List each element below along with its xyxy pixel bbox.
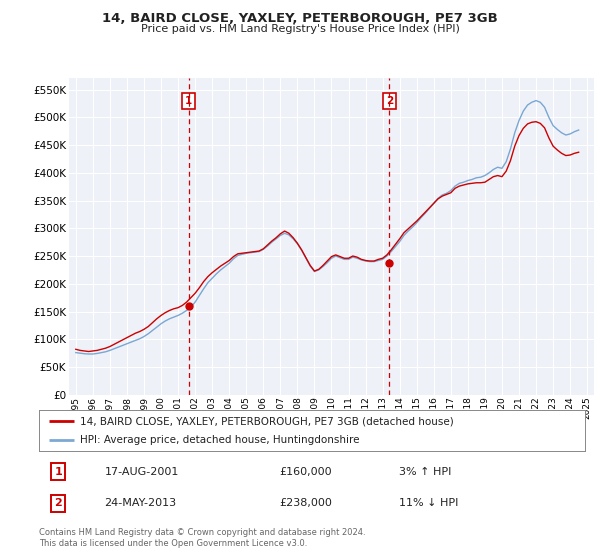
Text: 2: 2	[54, 498, 62, 508]
Text: 11% ↓ HPI: 11% ↓ HPI	[400, 498, 459, 508]
Text: Contains HM Land Registry data © Crown copyright and database right 2024.
This d: Contains HM Land Registry data © Crown c…	[39, 528, 365, 548]
Text: 14, BAIRD CLOSE, YAXLEY, PETERBOROUGH, PE7 3GB: 14, BAIRD CLOSE, YAXLEY, PETERBOROUGH, P…	[102, 12, 498, 25]
Text: Price paid vs. HM Land Registry's House Price Index (HPI): Price paid vs. HM Land Registry's House …	[140, 24, 460, 34]
Text: £238,000: £238,000	[279, 498, 332, 508]
Text: 3% ↑ HPI: 3% ↑ HPI	[400, 466, 452, 477]
Text: 24-MAY-2013: 24-MAY-2013	[104, 498, 176, 508]
Text: £160,000: £160,000	[279, 466, 332, 477]
Text: HPI: Average price, detached house, Huntingdonshire: HPI: Average price, detached house, Hunt…	[80, 435, 359, 445]
Text: 17-AUG-2001: 17-AUG-2001	[104, 466, 179, 477]
Text: 1: 1	[54, 466, 62, 477]
Text: 1: 1	[185, 96, 193, 106]
Text: 14, BAIRD CLOSE, YAXLEY, PETERBOROUGH, PE7 3GB (detached house): 14, BAIRD CLOSE, YAXLEY, PETERBOROUGH, P…	[80, 417, 454, 426]
Text: 2: 2	[386, 96, 393, 106]
